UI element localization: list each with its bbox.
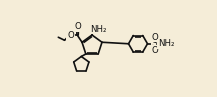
Text: S: S (152, 39, 158, 48)
Text: O: O (67, 31, 74, 40)
Text: O: O (151, 33, 158, 42)
Text: O: O (151, 46, 158, 55)
Text: NH₂: NH₂ (158, 39, 175, 48)
Text: NH₂: NH₂ (90, 25, 107, 33)
Text: O: O (74, 22, 81, 31)
